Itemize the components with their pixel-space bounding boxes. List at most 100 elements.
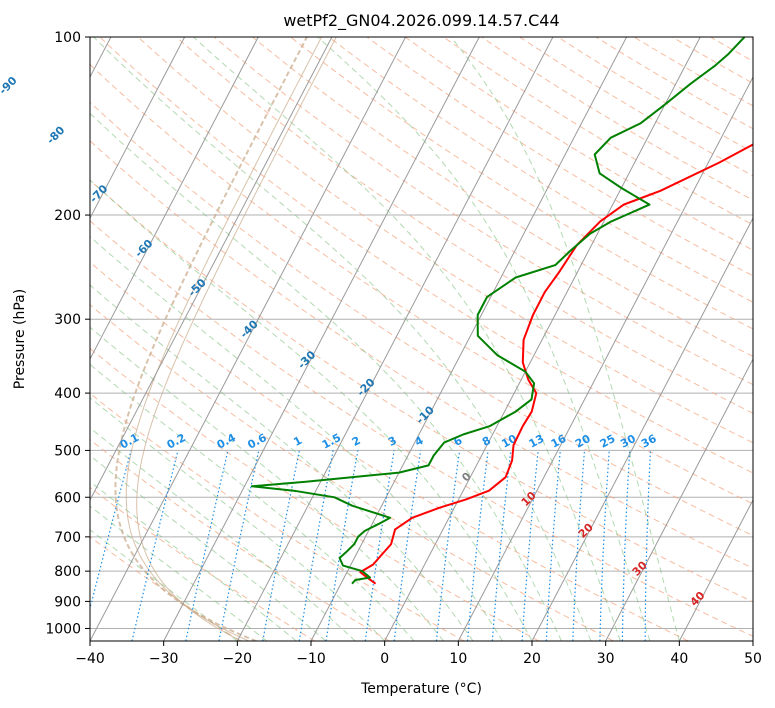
dry-adiabat-line bbox=[90, 392, 465, 641]
mixing-ratio-label: 1.5 bbox=[320, 431, 343, 452]
isotherm-line bbox=[236, 37, 554, 641]
mixing-ratio-line bbox=[90, 450, 132, 611]
x-tick-label: −20 bbox=[223, 651, 253, 667]
mixing-ratio-line bbox=[644, 450, 652, 641]
isotherm-line bbox=[605, 357, 753, 641]
x-tick-label: 20 bbox=[523, 651, 541, 667]
moist-adiabats bbox=[90, 37, 680, 641]
y-tick-label: 700 bbox=[54, 530, 81, 546]
x-tick-label: 50 bbox=[744, 651, 762, 667]
dry-adiabat-line bbox=[213, 37, 753, 386]
isotherm-line bbox=[90, 37, 333, 502]
mixing-ratio-line bbox=[131, 450, 179, 641]
mixing-ratio-line bbox=[364, 450, 395, 641]
mixing-ratio-line bbox=[325, 450, 359, 641]
moist-adiabat-line bbox=[90, 284, 474, 641]
y-tick-label: 500 bbox=[54, 443, 81, 459]
dry-adiabat-line bbox=[328, 37, 753, 303]
y-tick-label: 1000 bbox=[45, 621, 81, 637]
dry-adiabat-line bbox=[366, 37, 753, 277]
y-tick-label: 200 bbox=[54, 208, 81, 224]
mixing-ratio-line bbox=[491, 450, 512, 641]
plot-frame bbox=[89, 36, 754, 642]
mixing-ratio-label: 8 bbox=[480, 434, 493, 449]
mixing-ratio-line bbox=[262, 450, 300, 641]
x-tick-label: −10 bbox=[296, 651, 326, 667]
bend-curve bbox=[114, 37, 308, 641]
isotherm-label: -90 bbox=[0, 74, 20, 97]
dry-adiabat-line bbox=[90, 101, 753, 537]
dry-adiabat-line bbox=[748, 37, 753, 41]
mixing-ratio-line bbox=[435, 450, 461, 641]
y-tick-label: 400 bbox=[54, 386, 81, 402]
dry-adiabat-line bbox=[481, 37, 753, 201]
mixing-ratio-label: 0.1 bbox=[118, 431, 141, 452]
bend-curves bbox=[114, 37, 337, 641]
dry-adiabat-line bbox=[90, 347, 540, 641]
moist-adiabat-line bbox=[317, 37, 651, 641]
dry-adiabat-line bbox=[519, 37, 753, 177]
isotherm-label: 0 bbox=[459, 469, 474, 484]
x-tick-label: 30 bbox=[597, 651, 615, 667]
mixing-ratio-label: 13 bbox=[527, 432, 547, 451]
isotherm-line bbox=[678, 498, 753, 641]
dry-adiabat-line bbox=[137, 37, 753, 444]
mixing-ratio-label: 0.6 bbox=[245, 431, 269, 452]
moist-adiabat-line bbox=[90, 326, 444, 641]
y-tick-label: 900 bbox=[54, 594, 81, 610]
mixing-ratio-label: 1 bbox=[291, 434, 304, 449]
moist-adiabat-line bbox=[93, 37, 592, 641]
x-axis-title: Temperature (°C) bbox=[360, 681, 482, 697]
mixing-ratio-label: 16 bbox=[549, 432, 569, 451]
moist-adiabat-line bbox=[90, 505, 268, 641]
isotherm-label: -80 bbox=[44, 123, 67, 146]
isotherm-line bbox=[90, 37, 186, 220]
dry-adiabat-line bbox=[404, 37, 753, 251]
moist-adiabat-line bbox=[450, 37, 680, 641]
moist-adiabat-line bbox=[90, 427, 356, 641]
x-tick-label: 0 bbox=[380, 651, 389, 667]
dewpoint-line bbox=[250, 37, 746, 585]
dry-adiabat-line bbox=[90, 140, 753, 569]
bend-curve bbox=[136, 37, 337, 641]
x-tick-label: 40 bbox=[670, 651, 688, 667]
mixing-ratio-label: 36 bbox=[639, 432, 659, 451]
mixing-ratio-line bbox=[393, 450, 422, 641]
profile-series bbox=[250, 37, 753, 585]
isotherm-line bbox=[457, 75, 753, 641]
x-tick-label: −40 bbox=[75, 651, 105, 667]
isotherm-line bbox=[752, 639, 753, 641]
dry-adiabat-line bbox=[175, 37, 753, 414]
dry-adiabat-line bbox=[99, 37, 753, 474]
mixing-ratio-label: 4 bbox=[413, 434, 426, 449]
isotherm-line bbox=[163, 37, 480, 641]
mixing-ratio-label: 3 bbox=[386, 434, 399, 449]
dry-adiabat-line bbox=[90, 304, 614, 641]
x-tick-label: 10 bbox=[449, 651, 467, 667]
dry-adiabat-line bbox=[90, 536, 241, 641]
moist-adiabat-line bbox=[90, 480, 297, 641]
dry-adiabat-line bbox=[595, 37, 753, 130]
moist-adiabat-line bbox=[90, 179, 533, 641]
moist-adiabat-line bbox=[90, 397, 386, 641]
dry-adiabat-line bbox=[443, 37, 753, 226]
dry-adiabat-line bbox=[710, 37, 753, 62]
temperature-line bbox=[359, 143, 753, 585]
mixing-ratio-label: 25 bbox=[598, 432, 618, 451]
isotherm-line bbox=[90, 37, 407, 641]
moist-adiabat-line bbox=[90, 112, 562, 641]
mixing-ratio-line bbox=[599, 450, 610, 641]
moist-adiabat-line bbox=[193, 37, 621, 641]
mixing-ratio-line bbox=[521, 450, 539, 641]
isotherm-line bbox=[531, 216, 753, 641]
dry-adiabat-line bbox=[671, 37, 753, 84]
isotherm-line bbox=[90, 37, 259, 361]
dry-adiabat-line bbox=[90, 220, 753, 637]
chart-title: wetPf2_GN04.2026.099.14.57.C44 bbox=[283, 11, 559, 31]
y-axis-title: Pressure (hPa) bbox=[12, 289, 28, 389]
dry-adiabat-line bbox=[90, 261, 689, 641]
moist-adiabat-line bbox=[90, 455, 327, 641]
skewed-isotherms bbox=[90, 37, 753, 641]
